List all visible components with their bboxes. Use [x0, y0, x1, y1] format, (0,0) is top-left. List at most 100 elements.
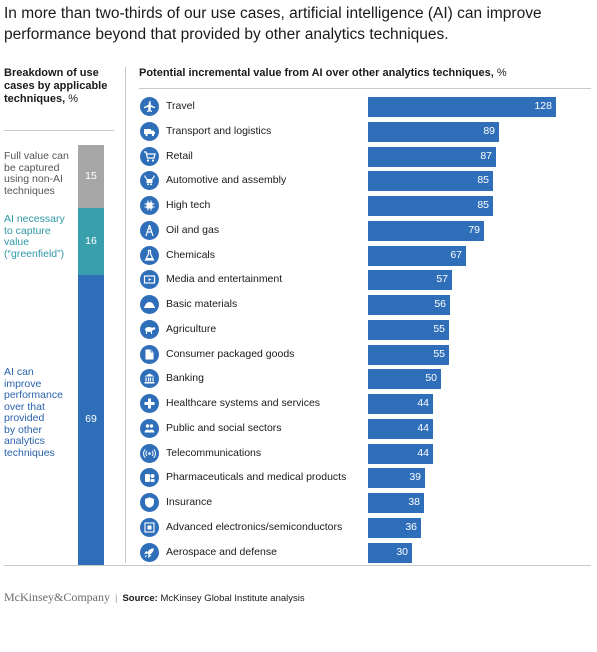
- category-label: Automotive and assembly: [166, 174, 287, 186]
- footer-separator: |: [115, 593, 118, 604]
- bar-value-label: 85: [477, 174, 489, 186]
- bar: [368, 394, 433, 414]
- bar-row: Telecommunications 44: [136, 443, 557, 465]
- rocket-icon: [140, 543, 159, 562]
- category-label: Banking: [166, 372, 204, 384]
- stack-segment-value-0: 15: [85, 170, 97, 182]
- signal-icon: [140, 444, 159, 463]
- car-assembly-icon: [140, 171, 159, 190]
- stack-segment-label-line: Full value can: [4, 150, 69, 162]
- stack-segment-label-line: to capture: [4, 224, 51, 237]
- bar: [368, 419, 433, 439]
- people-icon: [140, 419, 159, 438]
- cow-icon: [140, 320, 159, 339]
- bar-row: Transport and logistics 89: [136, 121, 557, 143]
- bar-value-label: 30: [396, 546, 408, 558]
- bar: [368, 97, 556, 117]
- bar: [368, 518, 421, 538]
- bar: [368, 369, 441, 389]
- bar-row: High tech 85: [136, 195, 557, 217]
- bar-value-label: 56: [434, 298, 446, 310]
- stack-segment-label-line: performance: [4, 389, 63, 401]
- category-label: Consumer packaged goods: [166, 348, 295, 360]
- circuit-icon: [140, 518, 159, 537]
- category-label: Aerospace and defense: [166, 546, 277, 558]
- medical-cross-icon: [140, 394, 159, 413]
- bar-row: Basic materials 56: [136, 294, 557, 316]
- left-heading-text: Breakdown of use cases by applicable tec…: [4, 67, 108, 105]
- category-label: Chemicals: [166, 249, 216, 261]
- bar-value-label: 50: [425, 372, 437, 384]
- category-label: Insurance: [166, 496, 213, 508]
- stack-segment-label-line: over that: [4, 400, 45, 413]
- bar-row: Aerospace and defense 30: [136, 542, 557, 564]
- hardhat-icon: [140, 295, 159, 314]
- source-text: McKinsey Global Institute analysis: [160, 593, 305, 604]
- bar-value-label: 85: [477, 199, 489, 211]
- bar-value-label: 36: [405, 521, 417, 533]
- bar-row: Pharmaceuticals and medical products 39: [136, 467, 557, 489]
- bar: [368, 468, 425, 488]
- bar-value-label: 44: [417, 447, 429, 459]
- bar-row: Retail 87: [136, 146, 557, 168]
- category-label: Advanced electronics/semiconductors: [166, 521, 343, 533]
- bar-row: Chemicals 67: [136, 245, 557, 267]
- category-label: Agriculture: [166, 323, 217, 335]
- film-icon: [140, 270, 159, 289]
- bar-value-label: 44: [417, 397, 429, 409]
- truck-icon: [140, 122, 159, 141]
- bar-value-label: 44: [417, 422, 429, 434]
- stack-segment-1: [78, 208, 104, 275]
- category-label: Public and social sectors: [166, 422, 282, 434]
- footer: McKinsey&Company | Source: McKinsey Global…: [4, 590, 305, 605]
- category-label: Pharmaceuticals and medical products: [166, 471, 347, 483]
- bar-value-label: 55: [433, 348, 445, 360]
- stack-segment-value-1: 16: [85, 235, 97, 247]
- stack-segment-value-2: 69: [85, 413, 97, 425]
- bar-value-label: 38: [408, 496, 420, 508]
- shield-icon: [140, 493, 159, 512]
- bar-row: Insurance 38: [136, 492, 557, 514]
- bar-value-label: 39: [409, 471, 421, 483]
- chart-title: In more than two-thirds of our use cases…: [4, 5, 542, 43]
- stack-segment-label-1: AI necessary to capture value (“greenfield”…: [4, 213, 76, 260]
- bar-value-label: 128: [534, 100, 552, 112]
- airplane-icon: [140, 97, 159, 116]
- panel-divider: [125, 67, 126, 563]
- pills-icon: [140, 468, 159, 487]
- category-label: Transport and logistics: [166, 125, 272, 137]
- stack-segment-label-line: analytics: [4, 435, 45, 447]
- stack-segment-label-2: AI can improve performance over that provide…: [4, 366, 76, 459]
- stack-segment-2: [78, 275, 104, 565]
- bar: [368, 147, 496, 167]
- right-heading-rule: [139, 88, 591, 89]
- bar-row: Automotive and assembly 85: [136, 170, 557, 192]
- right-heading-unit: %: [496, 67, 507, 79]
- left-heading-unit: %: [68, 93, 78, 105]
- bar-value-label: 89: [483, 125, 495, 137]
- stack-segment-label-line: value: [4, 236, 30, 248]
- oil-derrick-icon: [140, 221, 159, 240]
- bar-row: Travel 128: [136, 96, 557, 118]
- category-label: High tech: [166, 199, 211, 211]
- stack-segment-label-0: Full value can be captured using non-AI tec…: [4, 150, 76, 197]
- stack-segment-label-line: techniques: [4, 184, 55, 197]
- mckinsey-logo: McKinsey&Company: [4, 590, 110, 604]
- bar: [368, 196, 493, 216]
- bar: [368, 221, 484, 241]
- shopping-cart-icon: [140, 147, 159, 166]
- stack-segment-0: [78, 145, 104, 208]
- bar: [368, 122, 499, 142]
- bar: [368, 493, 424, 513]
- chip-icon: [140, 196, 159, 215]
- stack-segment-label-line: AI can: [4, 366, 34, 378]
- stack-segment-label-line: AI necessary: [4, 213, 65, 225]
- left-panel-heading: Breakdown of use cases by applicable tec…: [4, 67, 114, 106]
- left-heading-rule: [4, 130, 114, 131]
- flask-icon: [140, 246, 159, 265]
- stack-segment-label-line: using non-AI: [4, 173, 63, 185]
- bar: [368, 345, 449, 365]
- bar: [368, 270, 452, 290]
- bar: [368, 444, 433, 464]
- bank-icon: [140, 369, 159, 388]
